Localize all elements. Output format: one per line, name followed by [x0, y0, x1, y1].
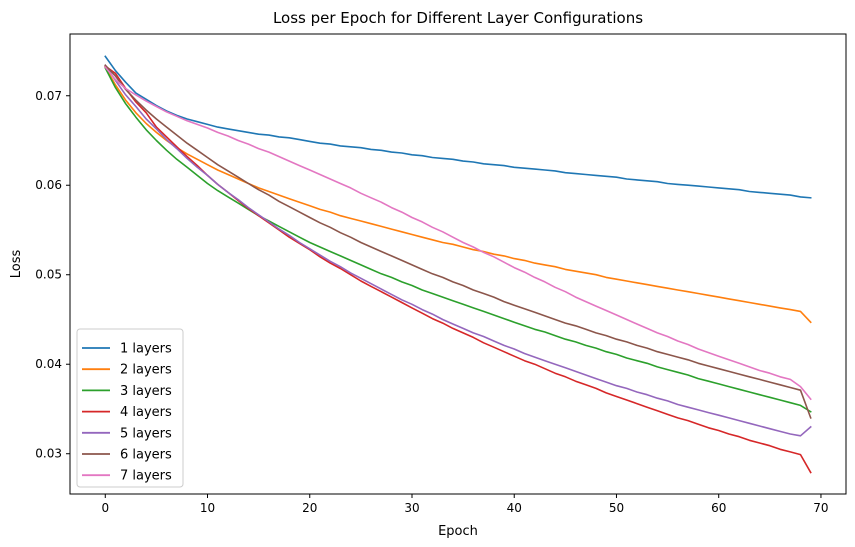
- chart-title: Loss per Epoch for Different Layer Confi…: [273, 9, 643, 27]
- y-tick-label: 0.03: [35, 447, 62, 461]
- series-line-2: [104, 66, 812, 324]
- legend-label: 4 layers: [120, 405, 172, 420]
- y-axis-label: Loss: [9, 250, 24, 279]
- x-tick-label: 10: [200, 501, 215, 515]
- x-axis-label: Epoch: [438, 524, 478, 539]
- legend-label: 1 layers: [120, 342, 172, 357]
- x-tick-label: 40: [507, 501, 522, 515]
- legend: 1 layers 2 layers 3 layers 4 layers 5 layers…: [76, 328, 184, 488]
- series-line-7: [104, 65, 812, 401]
- plot-area: [69, 33, 847, 495]
- y-tick-label: 0.05: [35, 268, 62, 282]
- x-tick-label: 70: [813, 501, 828, 515]
- plot-frame: [69, 33, 847, 495]
- x-axis: 0 10 20 30 40 50 60 70: [101, 494, 829, 515]
- x-tick-label: 60: [711, 501, 726, 515]
- y-tick-label: 0.06: [35, 178, 62, 192]
- legend-label: 2 layers: [120, 363, 172, 378]
- x-tick-label: 30: [404, 501, 419, 515]
- x-tick-label: 0: [101, 501, 109, 515]
- legend-label: 6 layers: [120, 448, 172, 463]
- series-line-5: [104, 64, 812, 437]
- x-tick-label: 50: [609, 501, 624, 515]
- y-tick-label: 0.04: [35, 357, 62, 371]
- x-tick-label: 20: [302, 501, 317, 515]
- y-axis: 0.03 0.04 0.05 0.06 0.07: [35, 89, 70, 461]
- series-line-1: [104, 55, 812, 199]
- legend-label: 7 layers: [120, 469, 172, 484]
- y-tick-label: 0.07: [35, 89, 62, 103]
- legend-label: 3 layers: [120, 384, 172, 399]
- series-layer: [104, 55, 812, 474]
- legend-label: 5 layers: [120, 426, 172, 441]
- series-line-3: [104, 66, 812, 413]
- series-line-6: [104, 64, 812, 419]
